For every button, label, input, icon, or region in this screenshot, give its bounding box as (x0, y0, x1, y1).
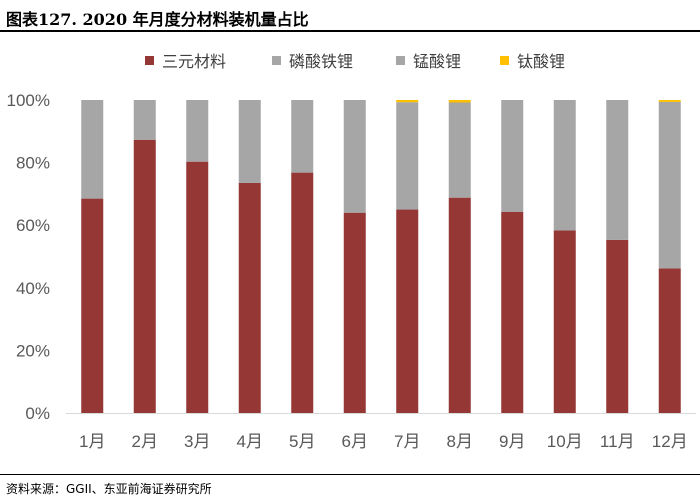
x-tick-label: 10月 (547, 432, 583, 451)
x-tick-label: 4月 (237, 432, 263, 451)
bar-segment (658, 268, 681, 413)
y-axis: 0% 20% 40% 60% 80% 100% (7, 91, 50, 423)
bar-segment (553, 100, 576, 231)
bar-segment (343, 100, 366, 213)
y-tick-label: 80% (16, 154, 50, 173)
bar-segment (291, 172, 314, 413)
bar-segment (343, 212, 366, 413)
bar-segment (186, 161, 209, 413)
legend-label: 三元材料 (162, 52, 226, 71)
bar-segment (501, 100, 524, 212)
legend-label: 磷酸铁锂 (289, 52, 353, 71)
bar-segment (553, 230, 576, 413)
source-note: 资料来源：GGII、东亚前海证券研究所 (6, 482, 212, 496)
legend-label: 锰酸锂 (413, 52, 461, 71)
legend: 三元材料 磷酸铁锂 锰酸锂 钛酸锂 (145, 52, 565, 71)
x-tick-label: 12月 (652, 432, 688, 451)
x-tick-label: 7月 (394, 432, 420, 451)
bar-segment (81, 198, 104, 413)
bar-segment (658, 100, 681, 102)
bar-segment (606, 100, 629, 240)
x-tick-label: 11月 (600, 432, 635, 451)
legend-label: 钛酸锂 (517, 52, 565, 71)
y-tick-label: 60% (16, 216, 50, 235)
footer-divider (0, 474, 700, 475)
legend-swatch (500, 56, 509, 65)
y-tick-label: 100% (7, 91, 50, 110)
y-tick-label: 0% (25, 404, 50, 423)
bar-segment (186, 100, 209, 162)
bar-segment (658, 101, 681, 269)
bar-segment (448, 102, 471, 198)
bar-segment (396, 100, 419, 103)
bar-segment (448, 100, 471, 103)
y-tick-label: 40% (16, 279, 50, 298)
chart-title: 图表127. 2020 年月度分材料装机量占比 (6, 10, 309, 29)
x-tick-label: 5月 (289, 432, 315, 451)
y-tick-label: 20% (16, 341, 50, 360)
x-axis: 1月 2月 3月 4月 5月 6月 7月 8月 9月 10月 11月 12月 (66, 413, 696, 451)
bar-segment (448, 197, 471, 413)
bar-segment (606, 239, 629, 413)
bars (81, 100, 681, 413)
x-tick-label: 3月 (184, 432, 210, 451)
bar-segment (81, 100, 104, 199)
stacked-bar-chart: 三元材料 磷酸铁锂 锰酸锂 钛酸锂 0% 20% 40% 60% 80% 100% 1月 2月 3月… (7, 52, 696, 451)
bar-segment (501, 211, 524, 413)
x-tick-label: 6月 (342, 432, 368, 451)
legend-swatch (272, 56, 281, 65)
legend-swatch (145, 56, 154, 65)
bar-segment (133, 100, 156, 140)
bar-segment (291, 100, 314, 173)
bar-segment (396, 209, 419, 413)
x-tick-label: 9月 (499, 432, 525, 451)
bar-segment (396, 102, 419, 210)
x-tick-label: 8月 (447, 432, 473, 451)
title-divider (0, 30, 700, 32)
x-tick-label: 1月 (79, 432, 105, 451)
bar-segment (238, 100, 261, 183)
x-tick-label: 2月 (132, 432, 158, 451)
bar-segment (238, 182, 261, 413)
bar-segment (133, 139, 156, 413)
legend-swatch (396, 56, 405, 65)
